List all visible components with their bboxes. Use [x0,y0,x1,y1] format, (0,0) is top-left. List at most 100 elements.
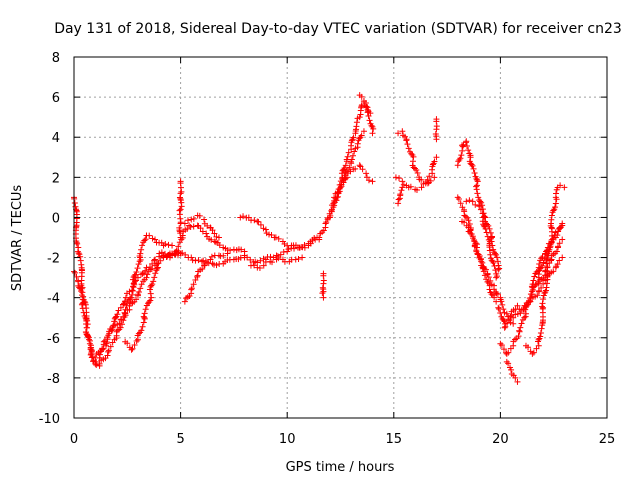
y-tick-label: -8 [47,372,60,387]
data-point [370,125,377,132]
data-point [117,304,124,311]
data-point [203,230,210,237]
data-point [338,170,345,177]
chart-title: Day 131 of 2018, Sidereal Day-to-day VTE… [54,21,622,37]
data-point [140,313,147,320]
data-point [320,294,327,301]
data-point [488,291,495,298]
data-point [256,265,263,272]
data-point [292,242,299,249]
data-point [465,217,472,224]
data-point [154,265,161,272]
data-point [516,327,523,334]
data-point [476,203,483,210]
data-point [237,214,244,221]
data-point [540,304,547,311]
data-point [368,122,375,129]
y-tick-label: -2 [47,252,60,267]
data-point [85,334,92,341]
y-tick-label: 0 [52,211,60,226]
data-point [114,327,121,334]
data-point [413,167,420,174]
data-point [493,273,500,280]
data-point [285,246,292,253]
data-point [508,366,515,373]
data-point [418,176,425,183]
data-point [482,214,489,221]
data-point [275,235,282,242]
data-point [251,262,258,269]
data-point [366,117,373,124]
data-point [500,346,507,353]
data-point [122,310,129,317]
data-point [501,324,508,331]
data-point [493,274,500,281]
data-point [522,310,529,317]
data-point [514,378,521,385]
data-point [550,207,557,214]
data-point [532,282,539,289]
data-point [542,268,549,275]
data-point [292,256,299,263]
data-point [128,294,135,301]
series-arc-s [356,92,377,137]
data-point [190,281,197,288]
data-point [396,175,403,182]
data-point [491,286,498,293]
data-point [177,220,184,227]
data-point [169,242,176,249]
data-point [147,297,154,304]
data-point [207,256,214,263]
data-point [77,253,84,260]
data-point [311,235,318,242]
data-point [179,249,186,256]
data-point [496,265,503,272]
series-arc-ad [503,358,521,385]
data-point [486,225,493,232]
series-arc-ac [497,220,566,357]
data-point [247,256,254,263]
grid-lines [74,57,607,418]
data-point [291,245,298,252]
data-point [538,284,545,291]
data-point [194,272,201,279]
data-point [494,254,501,261]
data-point [504,320,511,327]
data-point [534,292,541,299]
data-point [535,342,542,349]
series-arc-aa [463,197,503,273]
data-point [135,261,142,268]
data-point [144,271,151,278]
data-point [477,198,484,205]
data-point [128,346,135,353]
data-point [99,345,106,352]
data-point [503,350,510,357]
data-point [553,248,560,255]
data-point [154,260,161,267]
data-point [105,348,112,355]
series-arc-n [247,254,306,272]
data-point [74,240,81,247]
data-point [109,326,116,333]
data-point [533,269,540,276]
data-point [356,162,363,169]
data-point [341,165,348,172]
data-point [471,237,478,244]
data-point [399,178,406,185]
data-point [527,298,534,305]
series-arc-ag [535,236,566,287]
series-arc-d [143,232,176,249]
data-point [466,197,473,204]
data-point [465,147,472,154]
data-point [84,317,91,324]
data-point [194,222,201,229]
data-point [87,346,94,353]
data-point [213,262,220,269]
data-point [495,306,502,313]
data-point [204,259,211,266]
data-point [251,217,258,224]
data-point [277,251,284,258]
data-point [342,175,349,182]
data-point [280,249,287,256]
data-point [139,242,146,249]
